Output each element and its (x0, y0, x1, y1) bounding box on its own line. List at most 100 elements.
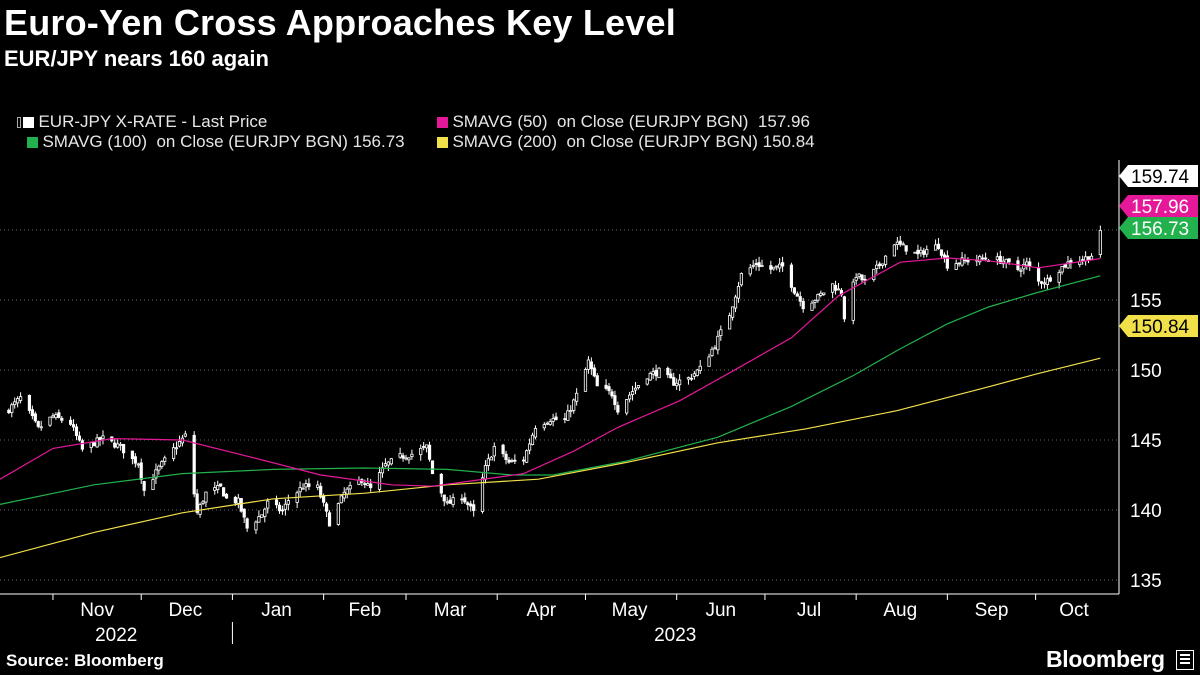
price-bar-body (851, 281, 855, 321)
price-bar-body (678, 379, 682, 386)
price-bar-body (489, 456, 493, 461)
price-bar-body (675, 382, 679, 387)
price-bar-body (916, 249, 920, 255)
price-bar-body (545, 422, 549, 425)
y-axis: 135 140 145 150 155 (1118, 160, 1162, 594)
price-bar-body (548, 421, 552, 425)
price-bar-body (121, 443, 126, 454)
sma50-line (0, 257, 1101, 487)
moving-averages (0, 257, 1101, 559)
price-bar-body (460, 498, 464, 501)
price-bar-body (221, 487, 226, 497)
price-bar-body (216, 485, 220, 490)
price-bar-body (283, 503, 287, 510)
price-bar-body (257, 516, 261, 523)
chart-title: Euro-Yen Cross Approaches Key Level (4, 2, 676, 43)
end-label-shape (1119, 165, 1198, 187)
end-label-tag: 150.84 (1119, 315, 1198, 338)
price-bar-body (633, 387, 638, 391)
price-bar-body (1007, 258, 1011, 263)
price-bar-body (445, 501, 449, 504)
price-bar-body (345, 488, 349, 495)
price-bar-body (1045, 278, 1049, 285)
price-bar-body (95, 437, 99, 448)
price-bar-body (307, 483, 311, 487)
price-bar-body (219, 483, 223, 487)
price-bar-body (195, 493, 199, 513)
price-bar-body (854, 277, 858, 281)
price-bar-body (301, 487, 305, 490)
price-bar-body (945, 255, 949, 269)
price-bar-body (904, 245, 908, 252)
price-bar-body (466, 502, 470, 506)
y-tick-label: 155 (1130, 291, 1162, 312)
price-bar-body (819, 292, 823, 296)
price-bar-body (592, 367, 596, 377)
price-bar-body (736, 285, 741, 299)
price-bar-body (239, 498, 243, 512)
price-bar-body (751, 265, 755, 267)
price-bar-body (527, 443, 532, 451)
price-bar-body (998, 255, 1002, 264)
price-bar-body (925, 249, 929, 255)
price-bar-body (442, 494, 446, 502)
price-bar-body (583, 369, 588, 392)
price-bar-body (672, 377, 676, 386)
price-bar-body (30, 409, 34, 416)
x-month-label: Oct (1059, 600, 1089, 621)
price-bar-body (74, 426, 79, 436)
price-bar-body (654, 369, 658, 377)
price-bar-body (604, 384, 608, 389)
legend-item-sma50: SMAVG (50) on Close (EURJPY BGN) 157.96 (428, 92, 810, 132)
price-bar-body (57, 412, 61, 418)
price-bar-body (451, 497, 455, 506)
x-month-label: Jul (797, 600, 821, 621)
price-bar-body (89, 442, 93, 449)
x-axis: Nov Dec Jan Feb Mar Apr May Jun Jul Aug Sep Oct 2022… (0, 593, 1119, 646)
price-bar-body (151, 479, 155, 491)
price-bar-body (728, 315, 732, 330)
y-tick-label: 150 (1130, 361, 1162, 382)
price-bar-body (795, 293, 799, 297)
price-bar-body (119, 443, 123, 446)
price-bar-body (469, 503, 473, 507)
price-bar-body (71, 424, 76, 428)
price-bar-body (630, 391, 635, 395)
price-bar-body (863, 278, 867, 281)
price-bar-body (919, 249, 923, 254)
price-bar-body (16, 398, 20, 404)
price-bar-body (280, 509, 285, 512)
price-bar-body (525, 450, 529, 463)
end-label-shape (1119, 217, 1198, 239)
price-bar-body (1057, 272, 1061, 283)
x-month-label: Jun (705, 600, 736, 621)
price-bar-body (363, 483, 367, 485)
price-bar-body (366, 483, 370, 486)
price-bar-body (7, 409, 11, 414)
end-label-text: 157.96 (1131, 197, 1189, 218)
price-bar-body (586, 359, 591, 370)
price-bar-body (213, 487, 217, 491)
x-month-label: Sep (975, 600, 1009, 621)
price-bar-body (1022, 263, 1026, 270)
price-bars (7, 225, 1102, 534)
price-bar-body (39, 426, 43, 429)
price-bar-body (160, 461, 164, 467)
price-bar-body (566, 410, 570, 421)
price-bar-body (686, 377, 691, 380)
price-bar-body (36, 421, 40, 427)
price-bar-body (789, 264, 794, 288)
price-bar-body (857, 273, 861, 278)
price-bar-body (398, 453, 402, 458)
price-bar-body (551, 418, 555, 422)
price-bar-body (324, 503, 329, 512)
price-bar-body (831, 283, 835, 293)
price-bar-body (1025, 261, 1029, 266)
price-bar-body (448, 499, 452, 504)
price-bar-body (507, 459, 511, 463)
price-bar-body (130, 450, 134, 460)
price-bar-body (386, 461, 390, 466)
end-label-shape (1119, 195, 1198, 217)
end-label-tag: 159.74 (1119, 165, 1198, 188)
